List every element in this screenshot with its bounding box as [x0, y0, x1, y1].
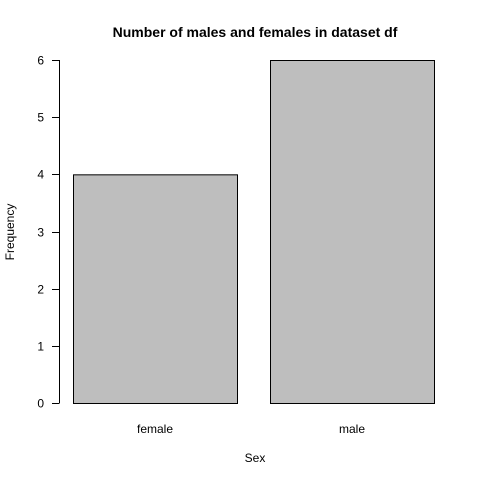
x-tick-labels: female male [137, 422, 365, 436]
y-tick-label: 5 [37, 111, 44, 125]
y-tick-label: 0 [37, 397, 44, 411]
y-tick-label: 4 [37, 168, 44, 182]
bar-male [270, 60, 435, 404]
x-tick-label-male: male [339, 422, 365, 436]
x-axis-label: Sex [245, 451, 266, 465]
y-axis: 0 1 2 3 4 5 6 [37, 54, 60, 411]
y-tick-label: 1 [37, 340, 44, 354]
y-tick-label: 2 [37, 283, 44, 297]
x-tick-label-female: female [137, 422, 173, 436]
y-axis-label: Frequency [3, 204, 17, 261]
y-tick-label: 3 [37, 226, 44, 240]
bar-female [73, 174, 238, 404]
chart-title: Number of males and females in dataset d… [113, 24, 398, 40]
y-tick-label: 6 [37, 54, 44, 68]
bars-group [73, 60, 435, 404]
